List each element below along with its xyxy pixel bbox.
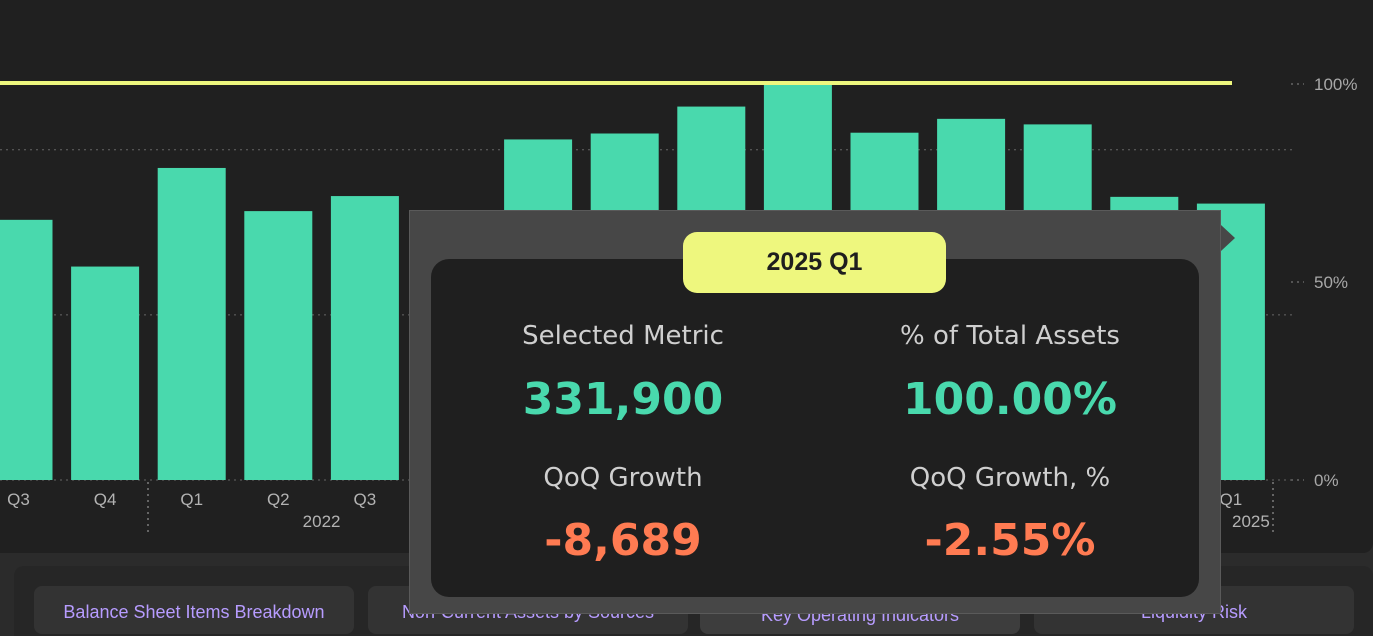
x-tick-label: Q1 bbox=[180, 490, 203, 509]
qoq-growth-label: QoQ Growth bbox=[543, 463, 703, 493]
qoq-growth-pct-value: -2.55% bbox=[924, 515, 1096, 566]
bar[interactable] bbox=[157, 167, 226, 480]
chart-tooltip: Selected Metric 331,900 % of Total Asset… bbox=[409, 210, 1221, 614]
x-tick-label: Q1 bbox=[1220, 490, 1243, 509]
selected-metric-label: Selected Metric bbox=[522, 321, 724, 351]
x-year-label: 2025 bbox=[1232, 512, 1270, 531]
x-tick-label: Q3 bbox=[354, 490, 377, 509]
bar[interactable] bbox=[330, 196, 399, 480]
y-tick-label: 50% bbox=[1314, 273, 1348, 292]
x-tick-label: Q3 bbox=[7, 490, 30, 509]
tooltip-card: Selected Metric 331,900 % of Total Asset… bbox=[431, 259, 1199, 597]
bar[interactable] bbox=[0, 219, 53, 480]
y-tick-label: 100% bbox=[1314, 75, 1357, 94]
tooltip-pointer-icon bbox=[1221, 225, 1235, 251]
tooltip-period-badge: 2025 Q1 bbox=[683, 232, 946, 293]
x-tick-label: Q4 bbox=[94, 490, 117, 509]
tab-label: Balance Sheet Items Breakdown bbox=[63, 602, 325, 622]
pct-total-assets-label: % of Total Assets bbox=[900, 321, 1120, 351]
bar[interactable] bbox=[244, 211, 313, 480]
y-tick-label: 0% bbox=[1314, 471, 1339, 490]
selected-metric-value: 331,900 bbox=[522, 374, 724, 425]
pct-total-assets-value: 100.00% bbox=[903, 374, 1117, 425]
bar[interactable] bbox=[71, 266, 140, 480]
x-year-label: 2022 bbox=[303, 512, 341, 531]
qoq-growth-pct-label: QoQ Growth, % bbox=[909, 463, 1111, 493]
tab-balance-sheet-items-breakdown[interactable]: Balance Sheet Items Breakdown bbox=[34, 586, 354, 634]
qoq-growth-value: -8,689 bbox=[544, 515, 702, 566]
x-tick-label: Q2 bbox=[267, 490, 290, 509]
